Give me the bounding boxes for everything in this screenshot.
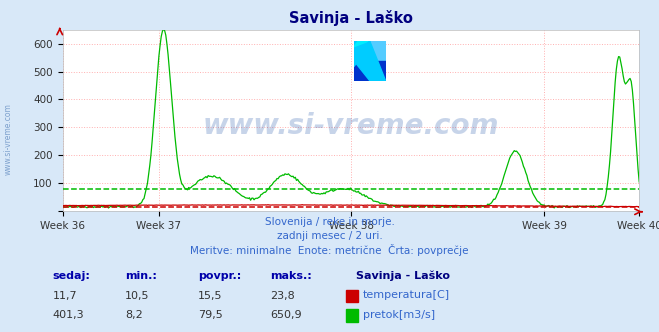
Text: www.si-vreme.com: www.si-vreme.com bbox=[4, 104, 13, 175]
Text: 11,7: 11,7 bbox=[53, 290, 77, 300]
Text: zadnji mesec / 2 uri.: zadnji mesec / 2 uri. bbox=[277, 231, 382, 241]
Bar bbox=[354, 41, 370, 61]
Text: maks.:: maks.: bbox=[270, 271, 312, 281]
Polygon shape bbox=[354, 41, 386, 81]
Text: 15,5: 15,5 bbox=[198, 290, 222, 300]
Text: min.:: min.: bbox=[125, 271, 157, 281]
Text: 23,8: 23,8 bbox=[270, 290, 295, 300]
Text: povpr.:: povpr.: bbox=[198, 271, 241, 281]
Text: 650,9: 650,9 bbox=[270, 310, 302, 320]
Text: Slovenija / reke in morje.: Slovenija / reke in morje. bbox=[264, 217, 395, 227]
Text: www.si-vreme.com: www.si-vreme.com bbox=[203, 112, 499, 140]
Text: 8,2: 8,2 bbox=[125, 310, 143, 320]
Text: Savinja - Laško: Savinja - Laško bbox=[356, 271, 450, 281]
Text: temperatura[C]: temperatura[C] bbox=[363, 290, 450, 300]
Text: pretok[m3/s]: pretok[m3/s] bbox=[363, 310, 435, 320]
Text: sedaj:: sedaj: bbox=[53, 271, 90, 281]
Text: Meritve: minimalne  Enote: metrične  Črta: povprečje: Meritve: minimalne Enote: metrične Črta:… bbox=[190, 244, 469, 256]
Polygon shape bbox=[354, 41, 370, 47]
Polygon shape bbox=[354, 41, 370, 67]
Title: Savinja - Laško: Savinja - Laško bbox=[289, 10, 413, 26]
Bar bbox=[370, 41, 386, 61]
Text: 79,5: 79,5 bbox=[198, 310, 223, 320]
Bar bbox=[354, 61, 386, 81]
Text: 10,5: 10,5 bbox=[125, 290, 150, 300]
Text: 401,3: 401,3 bbox=[53, 310, 84, 320]
